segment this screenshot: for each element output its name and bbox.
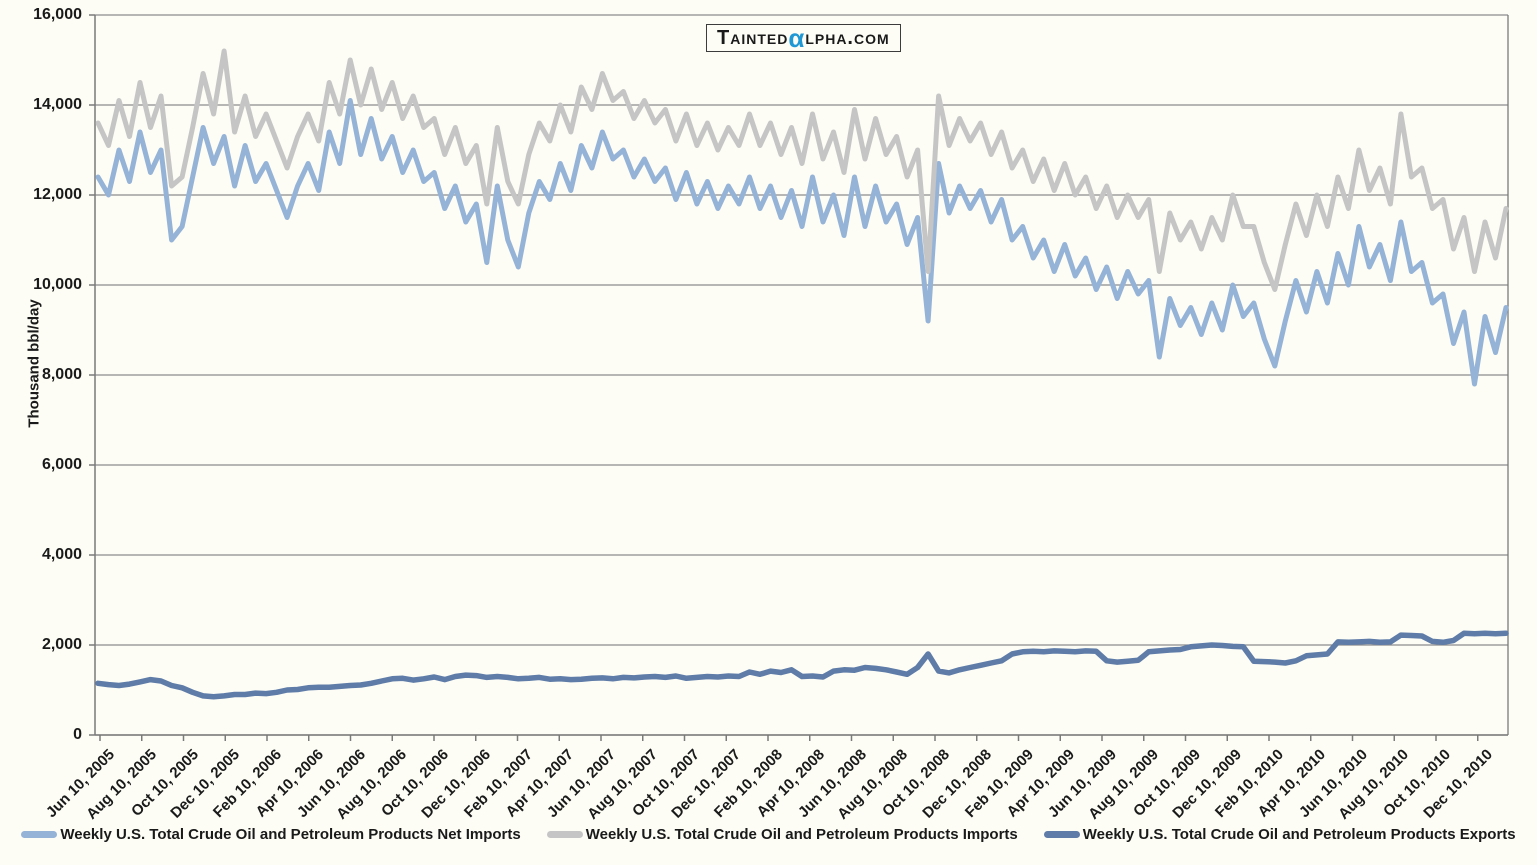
y-tick-label: 14,000 — [33, 96, 82, 113]
taintedalpha-logo: Tainted α lpha.com — [706, 24, 901, 52]
y-tick-label: 8,000 — [41, 366, 82, 383]
logo-text-suffix: lpha.com — [805, 26, 890, 49]
legend-swatch-0 — [21, 831, 58, 838]
legend-item-2: Weekly U.S. Total Crude Oil and Petroleu… — [1043, 826, 1516, 843]
series-line-0 — [95, 98, 1509, 387]
legend-label: Weekly U.S. Total Crude Oil and Petroleu… — [585, 826, 1018, 843]
y-tick-label: 16,000 — [33, 6, 82, 23]
y-tick-label: 12,000 — [33, 186, 82, 203]
y-tick-label: 10,000 — [33, 276, 82, 293]
logo-alpha-glyph: α — [788, 23, 806, 53]
y-tick-label: 6,000 — [41, 456, 82, 473]
series-line-1 — [95, 48, 1509, 292]
legend-swatch-2 — [1043, 831, 1080, 838]
legend-item-0: Weekly U.S. Total Crude Oil and Petroleu… — [21, 826, 521, 843]
legend-item-1: Weekly U.S. Total Crude Oil and Petroleu… — [546, 826, 1018, 843]
legend-label: Weekly U.S. Total Crude Oil and Petroleu… — [1082, 826, 1516, 843]
y-tick-label: 0 — [73, 726, 82, 743]
y-axis-title: Thousand bbl/day — [25, 299, 43, 428]
y-tick-label: 2,000 — [41, 636, 82, 653]
series-line-2 — [95, 630, 1509, 700]
chart-legend: Weekly U.S. Total Crude Oil and Petroleu… — [0, 826, 1537, 843]
y-tick-label: 4,000 — [41, 546, 82, 563]
logo-text-prefix: Tainted — [717, 26, 789, 49]
legend-label: Weekly U.S. Total Crude Oil and Petroleu… — [60, 826, 521, 843]
legend-swatch-1 — [546, 831, 583, 838]
